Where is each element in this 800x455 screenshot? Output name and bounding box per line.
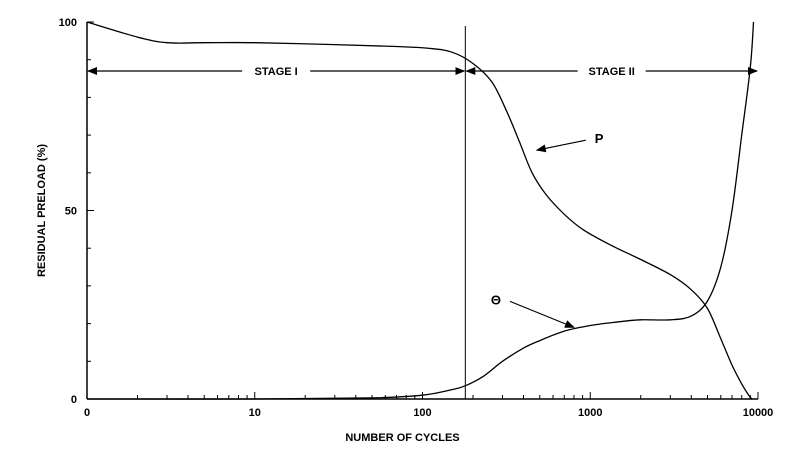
x-tick-label: 10 [249,407,261,419]
x-tick-label: 0 [84,407,90,419]
curve-annotations: PΘ [491,131,604,328]
y-tick-label: 50 [65,206,77,218]
x-tick-label: 1000 [578,407,602,419]
curve-label-arrow [509,300,575,328]
curve-label-arrow [535,139,586,153]
x-axis-title: NUMBER OF CYCLES [345,432,459,444]
stage-label: STAGE II [589,66,635,78]
stage-annotations: STAGE I STAGE II [87,26,758,399]
series [86,21,755,400]
stage-label: STAGE I [255,66,298,78]
curve-label: Θ [491,292,501,307]
series-line-theta [86,21,755,400]
y-tick-label: 0 [71,394,77,406]
y-tick-label: 100 [59,17,77,29]
y-axis-title: RESIDUAL PRELOAD (%) [36,144,48,277]
x-tick-label: 10000 [743,407,774,419]
x-tick-label: 100 [413,407,431,419]
curve-label: P [595,131,604,146]
axes [86,22,758,400]
series-line-p [86,21,753,400]
